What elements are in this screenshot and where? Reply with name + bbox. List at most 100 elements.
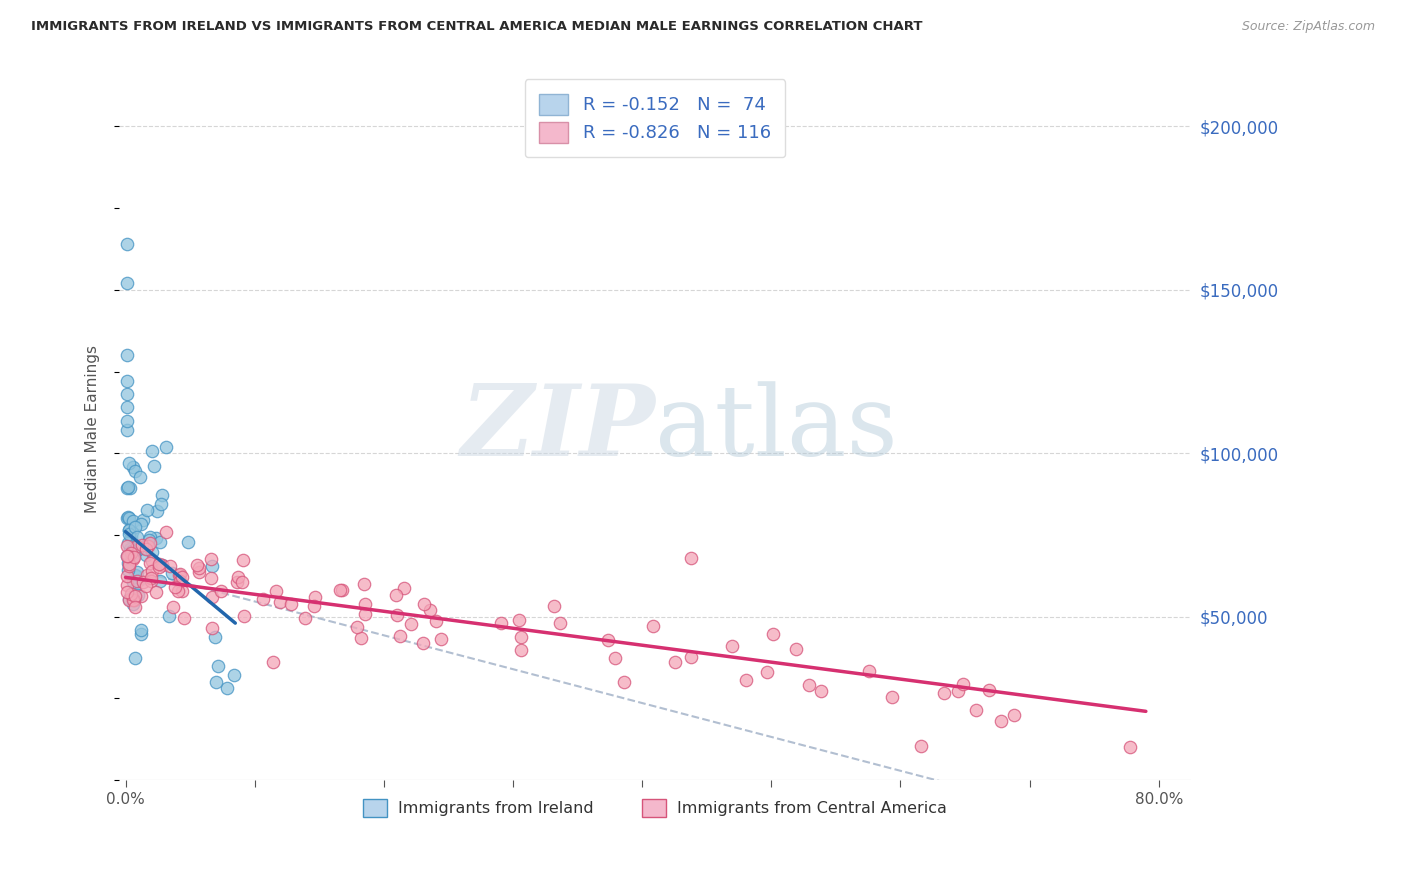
Point — [354, 607, 377, 622]
Point — [131, 513, 153, 527]
Point — [117, 526, 139, 541]
Point — [131, 575, 153, 590]
Point — [118, 592, 141, 607]
Point — [136, 568, 159, 582]
Point — [228, 570, 250, 584]
Point — [797, 678, 820, 692]
Point — [201, 558, 224, 573]
Point — [162, 599, 184, 614]
Point — [135, 503, 157, 517]
Point — [127, 565, 149, 579]
Point — [155, 440, 177, 454]
Point — [120, 481, 142, 495]
Point — [548, 616, 571, 631]
Point — [543, 599, 565, 614]
Point — [115, 585, 138, 599]
Point — [115, 423, 138, 437]
Point — [389, 629, 412, 643]
Point — [129, 517, 152, 532]
Point — [681, 650, 703, 665]
Point — [122, 546, 145, 560]
Point — [222, 668, 245, 682]
Point — [330, 582, 353, 597]
Point — [115, 578, 138, 592]
Point — [125, 574, 148, 589]
Point — [201, 591, 224, 605]
Point — [217, 681, 239, 696]
Point — [350, 631, 373, 645]
Point — [141, 574, 163, 588]
Point — [124, 545, 146, 559]
Point — [166, 583, 188, 598]
Point — [346, 620, 368, 634]
Point — [122, 593, 145, 607]
Point — [124, 590, 146, 604]
Point — [138, 536, 160, 550]
Point — [118, 510, 141, 524]
Point — [150, 488, 173, 502]
Point — [141, 564, 163, 578]
Point — [115, 237, 138, 252]
Point — [118, 557, 141, 571]
Point — [145, 504, 167, 518]
Point — [120, 541, 142, 556]
Point — [118, 592, 141, 607]
Point — [115, 374, 138, 388]
Point — [121, 597, 143, 611]
Point — [489, 615, 512, 630]
Legend: Immigrants from Ireland, Immigrants from Central America: Immigrants from Ireland, Immigrants from… — [356, 791, 955, 825]
Point — [233, 609, 256, 624]
Point — [150, 498, 173, 512]
Point — [508, 614, 530, 628]
Point — [413, 598, 436, 612]
Point — [509, 630, 531, 644]
Point — [136, 540, 159, 554]
Point — [150, 558, 173, 572]
Point — [115, 568, 138, 582]
Point — [135, 541, 157, 556]
Point — [200, 551, 222, 566]
Point — [762, 626, 785, 640]
Point — [121, 574, 143, 589]
Point — [143, 458, 166, 473]
Point — [266, 583, 288, 598]
Point — [721, 639, 744, 653]
Point — [353, 577, 375, 591]
Point — [124, 519, 146, 533]
Point — [117, 549, 139, 563]
Point — [122, 593, 145, 607]
Point — [200, 571, 222, 585]
Point — [605, 651, 627, 665]
Point — [664, 655, 686, 669]
Point — [172, 569, 194, 583]
Point — [810, 683, 832, 698]
Point — [157, 608, 180, 623]
Point — [965, 703, 987, 717]
Point — [117, 480, 139, 494]
Point — [204, 630, 226, 644]
Point — [118, 523, 141, 537]
Point — [128, 573, 150, 587]
Point — [120, 530, 142, 544]
Point — [186, 558, 208, 572]
Point — [160, 566, 183, 581]
Point — [122, 459, 145, 474]
Point — [231, 574, 253, 589]
Point — [117, 563, 139, 577]
Point — [141, 443, 163, 458]
Point — [127, 588, 149, 602]
Point — [1004, 707, 1026, 722]
Point — [132, 541, 155, 555]
Point — [117, 509, 139, 524]
Point — [141, 554, 163, 568]
Point — [596, 633, 619, 648]
Point — [122, 549, 145, 564]
Point — [880, 690, 903, 704]
Point — [131, 538, 153, 552]
Point — [118, 559, 141, 574]
Point — [141, 545, 163, 559]
Point — [394, 581, 416, 595]
Point — [115, 539, 138, 553]
Point — [269, 595, 291, 609]
Point — [280, 597, 302, 611]
